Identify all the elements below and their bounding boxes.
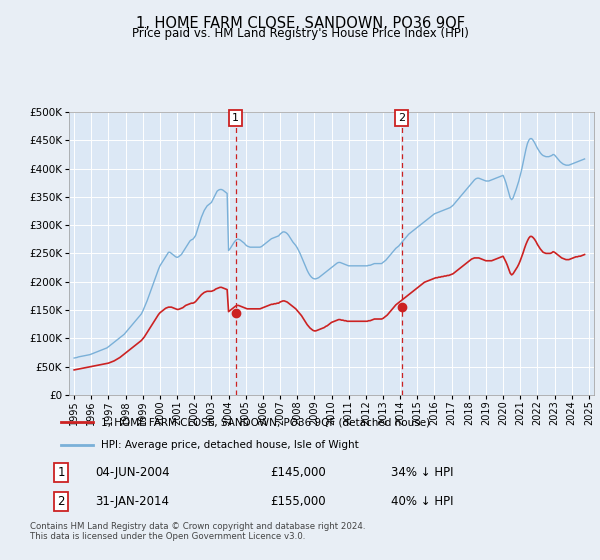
Text: 2: 2	[58, 495, 65, 508]
Text: £155,000: £155,000	[270, 495, 325, 508]
Text: Price paid vs. HM Land Registry's House Price Index (HPI): Price paid vs. HM Land Registry's House …	[131, 27, 469, 40]
Text: 34% ↓ HPI: 34% ↓ HPI	[391, 466, 454, 479]
Text: 04-JUN-2004: 04-JUN-2004	[95, 466, 170, 479]
Text: 1: 1	[58, 466, 65, 479]
Text: 2: 2	[398, 113, 405, 123]
Text: 1: 1	[232, 113, 239, 123]
Text: 1, HOME FARM CLOSE, SANDOWN, PO36 9QF: 1, HOME FARM CLOSE, SANDOWN, PO36 9QF	[136, 16, 464, 31]
Text: 1, HOME FARM CLOSE, SANDOWN, PO36 9QF (detached house): 1, HOME FARM CLOSE, SANDOWN, PO36 9QF (d…	[101, 417, 430, 427]
Text: 40% ↓ HPI: 40% ↓ HPI	[391, 495, 454, 508]
Text: HPI: Average price, detached house, Isle of Wight: HPI: Average price, detached house, Isle…	[101, 440, 359, 450]
Text: Contains HM Land Registry data © Crown copyright and database right 2024.
This d: Contains HM Land Registry data © Crown c…	[30, 522, 365, 542]
Text: 31-JAN-2014: 31-JAN-2014	[95, 495, 170, 508]
Text: £145,000: £145,000	[270, 466, 326, 479]
